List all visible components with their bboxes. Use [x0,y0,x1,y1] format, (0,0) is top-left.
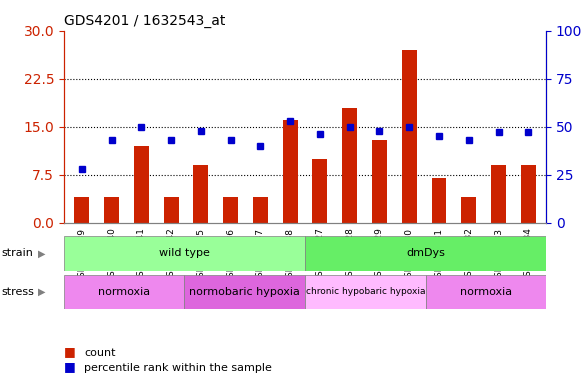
Bar [425,275,546,309]
Text: chronic hypobaric hypoxia: chronic hypobaric hypoxia [306,287,425,296]
Bar [342,108,357,223]
Text: normoxia: normoxia [98,287,150,297]
Text: normoxia: normoxia [460,287,512,297]
Bar [223,197,238,223]
Bar [305,236,546,271]
Bar [193,165,208,223]
Bar [164,197,178,223]
Bar [402,50,417,223]
Bar [64,236,305,271]
Bar [64,275,185,309]
Text: GDS4201 / 1632543_at: GDS4201 / 1632543_at [64,14,225,28]
Bar [74,197,89,223]
Text: count: count [84,348,116,358]
Bar [521,165,536,223]
Bar [461,197,476,223]
Bar [185,275,305,309]
Bar [305,275,425,309]
Text: ▶: ▶ [38,287,45,297]
Bar [491,165,506,223]
Text: percentile rank within the sample: percentile rank within the sample [84,363,272,373]
Text: ■: ■ [64,360,76,373]
Text: ■: ■ [64,345,76,358]
Text: dmDys: dmDys [406,248,445,258]
Bar [104,197,119,223]
Text: normobaric hypoxia: normobaric hypoxia [189,287,300,297]
Text: stress: stress [1,287,34,297]
Bar [372,139,387,223]
Text: ▶: ▶ [38,248,45,258]
Bar [432,178,446,223]
Bar [283,120,297,223]
Bar [253,197,268,223]
Text: strain: strain [1,248,33,258]
Text: wild type: wild type [159,248,210,258]
Bar [313,159,327,223]
Bar [134,146,149,223]
